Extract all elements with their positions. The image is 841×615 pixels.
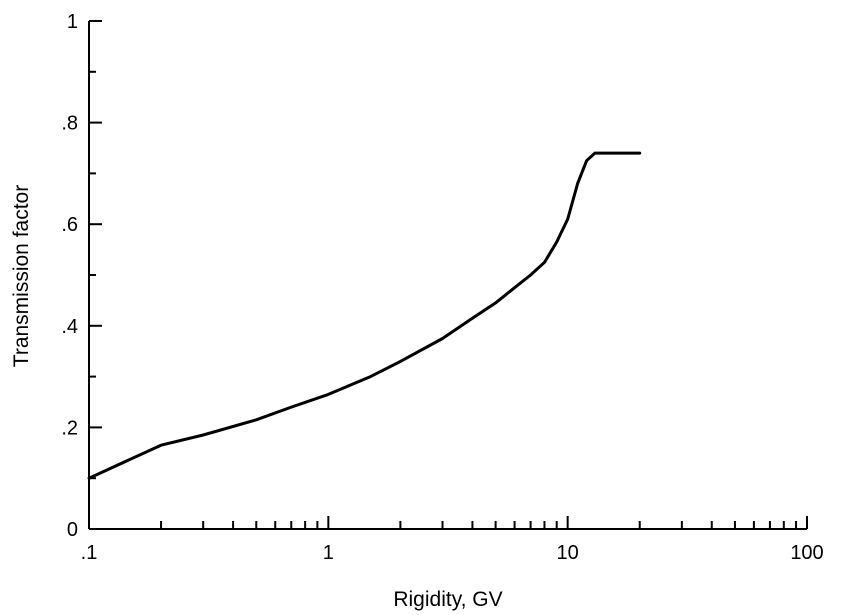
x-tick-label: .1: [81, 542, 98, 564]
x-axis-title: Rigidity, GV: [393, 588, 502, 611]
y-tick-label: .2: [61, 417, 78, 439]
y-tick-label: .8: [61, 113, 78, 135]
y-tick-label: .6: [61, 214, 78, 236]
x-tick-label: 10: [557, 542, 579, 564]
tick-labels: 0 .2 .4 .6 .8 1 .1 1 10 100: [61, 11, 823, 564]
series-line: [87, 151, 642, 480]
y-tick-label: .4: [61, 316, 78, 338]
series: [87, 151, 642, 480]
axes: [88, 21, 807, 530]
y-tick-label: 1: [67, 11, 78, 33]
y-axis-title: Transmission factor: [10, 185, 33, 367]
x-tick-label: 1: [323, 542, 334, 564]
ticks: [88, 20, 808, 530]
y-tick-label: 0: [67, 519, 78, 541]
x-tick-label: 100: [790, 542, 823, 564]
